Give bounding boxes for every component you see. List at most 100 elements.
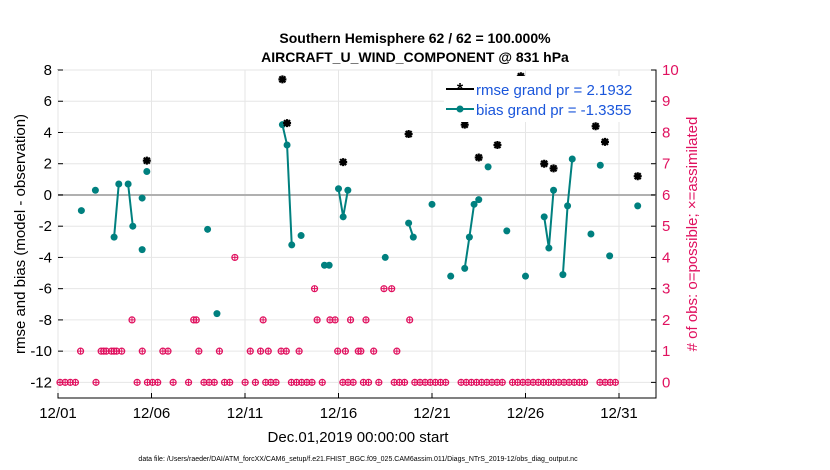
y-axis-label: rmse and bias (model - observation) [12, 114, 29, 354]
bias-point [110, 233, 118, 241]
obs-assimilated-marker [92, 379, 99, 386]
obs-assimilated-marker [195, 348, 202, 355]
bias-point [124, 180, 132, 188]
obs-assimilated-marker [128, 316, 135, 323]
obs-assimilated-marker [185, 379, 192, 386]
bias-point [325, 261, 333, 269]
legend-bias-marker [456, 105, 464, 113]
rmse-point [493, 140, 502, 149]
bias-point [568, 155, 576, 163]
bias-point [634, 202, 642, 210]
obs-assimilated-marker [164, 348, 171, 355]
bias-point [475, 196, 483, 204]
obs-assimilated-marker [72, 379, 79, 386]
obs-assimilated-marker [581, 379, 588, 386]
obs-assimilated-marker [118, 348, 125, 355]
bias-point [461, 264, 469, 272]
x-tick-label: 12/06 [133, 405, 171, 422]
obs-assimilated-marker [406, 316, 413, 323]
obs-assimilated-marker [139, 348, 146, 355]
y-tick-label: -12 [30, 374, 52, 391]
x-axis-label: Dec.01,2019 00:00:00 start [268, 429, 450, 446]
data-file-footer: data file: /Users/raeder/DAI/ATM_forcXX/… [138, 456, 578, 463]
bias-point [381, 253, 389, 261]
legend-rmse-label: rmse grand pr = 2.1932 [476, 82, 632, 99]
bias-line-segment [127, 183, 134, 227]
legend: * rmse grand pr = 2.1932 bias grand pr =… [444, 76, 650, 122]
legend-rmse-marker: * [457, 81, 464, 98]
bias-point [447, 272, 455, 280]
x-tick-label: 12/16 [320, 405, 358, 422]
rmse-point [549, 164, 558, 173]
bias-point [213, 310, 221, 318]
bias-point [484, 163, 492, 171]
y-tick-label: -4 [39, 249, 52, 266]
bias-point [559, 271, 567, 279]
obs-assimilated-marker [380, 285, 387, 292]
y-tick-label: 4 [44, 124, 52, 141]
chart-title-line2: AIRCRAFT_U_WIND_COMPONENT @ 831 hPa [261, 49, 569, 65]
obs-assimilated-marker [401, 379, 408, 386]
bias-point [204, 225, 212, 233]
bias-line-segment [113, 183, 120, 238]
bias-point [564, 202, 572, 210]
bias-point [339, 213, 347, 221]
y-tick-label: -2 [39, 218, 52, 235]
x-axis-ticks: 12/01 12/06 12/11 12/16 12/21 12/26 12/31 [39, 393, 638, 422]
bias-point [77, 207, 85, 215]
legend-bias-label: bias grand pr = -1.3355 [476, 102, 632, 119]
obs-assimilated-marker [260, 316, 267, 323]
bias-point [138, 194, 146, 202]
bias-point [283, 141, 291, 149]
obs-assimilated-marker [272, 379, 279, 386]
bias-point [470, 200, 478, 208]
obs-assimilated-marker [365, 379, 372, 386]
bias-series [77, 121, 642, 318]
y2-tick-label: 2 [662, 312, 670, 329]
bias-point [465, 233, 473, 241]
bias-point [606, 252, 614, 260]
y-tick-label: -8 [39, 312, 52, 329]
bias-point [288, 241, 296, 249]
x-tick-label: 12/21 [413, 405, 451, 422]
obs-assimilated-marker [342, 348, 349, 355]
bias-point [409, 233, 417, 241]
bias-point [587, 230, 595, 238]
obs-assimilated-marker [334, 348, 341, 355]
y2-tick-label: 5 [662, 218, 670, 235]
obs-assimilated-marker [242, 379, 249, 386]
y2-tick-label: 1 [662, 343, 670, 360]
obs-count-series [56, 253, 619, 386]
obs-assimilated-marker [442, 379, 449, 386]
y-tick-label: 8 [44, 62, 52, 79]
obs-assimilated-marker [170, 379, 177, 386]
y-axis-ticks: 8 6 4 2 0 -2 -4 -6 -8 -10 -12 [30, 62, 63, 391]
rmse-point [633, 172, 642, 181]
y2-tick-label: 3 [662, 281, 670, 298]
obs-assimilated-marker [370, 348, 377, 355]
obs-assimilated-marker [211, 379, 218, 386]
obs-assimilated-marker [283, 348, 290, 355]
bias-point [91, 186, 99, 194]
obs-assimilated-marker [375, 379, 382, 386]
x-tick-label: 12/26 [507, 405, 545, 422]
y2-tick-label: 4 [662, 249, 670, 266]
y-tick-label: 6 [44, 93, 52, 110]
obs-assimilated-marker [193, 316, 200, 323]
bias-point [503, 227, 511, 235]
bias-point [596, 161, 604, 169]
rmse-point [283, 119, 292, 128]
x-tick-label: 12/11 [227, 405, 263, 422]
rmse-point [591, 122, 600, 131]
rmse-series [142, 72, 642, 181]
bias-point [297, 232, 305, 240]
y-tick-label: 2 [44, 156, 52, 173]
bias-point [344, 186, 352, 194]
y2-tick-label: 7 [662, 156, 670, 173]
bias-point [428, 200, 436, 208]
obs-assimilated-marker [231, 254, 238, 261]
obs-assimilated-marker [77, 348, 84, 355]
bias-line-segment [463, 198, 480, 269]
obs-assimilated-marker [357, 348, 364, 355]
